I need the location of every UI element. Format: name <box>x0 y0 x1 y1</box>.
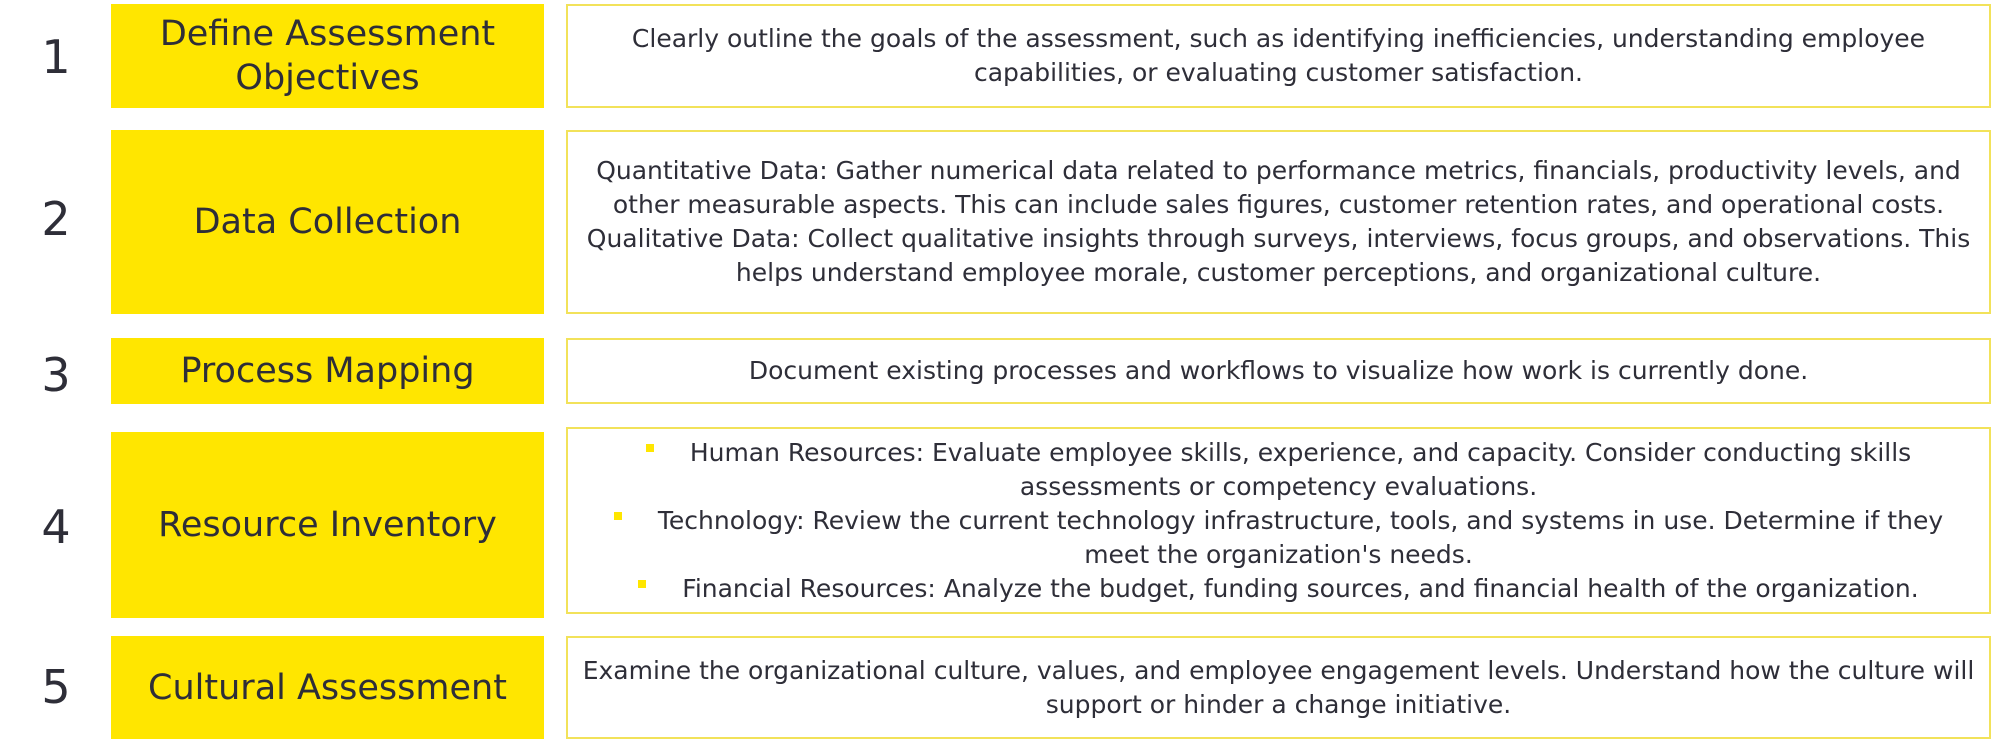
square-bullet-icon <box>645 443 654 452</box>
bullet-text: Technology: Review the current technolog… <box>657 505 1944 569</box>
step-number: 5 <box>41 660 71 714</box>
bullet-text: Human Resources: Evaluate employee skill… <box>689 437 1912 501</box>
step-number: 4 <box>41 500 71 554</box>
step-description-box: Human Resources: Evaluate employee skill… <box>566 427 1991 614</box>
step-title-box: Resource Inventory <box>111 432 544 618</box>
step-title: Cultural Assessment <box>148 667 507 708</box>
step-description: Examine the organizational culture, valu… <box>582 655 1975 719</box>
step-description: Clearly outline the goals of the assessm… <box>631 24 1926 87</box>
step-description-box: Clearly outline the goals of the assessm… <box>566 4 1991 108</box>
step-title: Define Assessment Objectives <box>159 14 496 98</box>
step-title: Process Mapping <box>180 351 475 391</box>
step-description-box: Quantitative Data: Gather numerical data… <box>566 130 1991 314</box>
step-title-box: Data Collection <box>111 130 544 314</box>
step-title: Data Collection <box>193 202 462 242</box>
step-title-box: Cultural Assessment <box>111 636 544 739</box>
bullet-item: Financial Resources: Analyze the budget,… <box>582 572 1975 606</box>
square-bullet-icon <box>638 579 647 588</box>
bullet-item: Human Resources: Evaluate employee skill… <box>582 436 1975 504</box>
step-title-box: Process Mapping <box>111 338 544 404</box>
step-number: 1 <box>41 30 71 84</box>
square-bullet-icon <box>613 511 622 520</box>
bullet-item: Technology: Review the current technolog… <box>582 504 1975 572</box>
step-description-paragraph: Qualitative Data: Collect qualitative in… <box>586 224 1971 287</box>
step-title-box: Define Assessment Objectives <box>111 4 544 108</box>
step-description-paragraph: Quantitative Data: Gather numerical data… <box>596 156 1961 219</box>
step-number: 3 <box>41 348 71 402</box>
step-description: Document existing processes and workflow… <box>748 356 1809 385</box>
step-description-box: Document existing processes and workflow… <box>566 338 1991 404</box>
bullet-text: Financial Resources: Analyze the budget,… <box>682 573 1919 603</box>
step-description-box: Examine the organizational culture, valu… <box>566 636 1991 739</box>
step-title: Resource Inventory <box>158 505 497 545</box>
step-number: 2 <box>41 192 71 246</box>
bullet-list: Human Resources: Evaluate employee skill… <box>582 436 1975 606</box>
